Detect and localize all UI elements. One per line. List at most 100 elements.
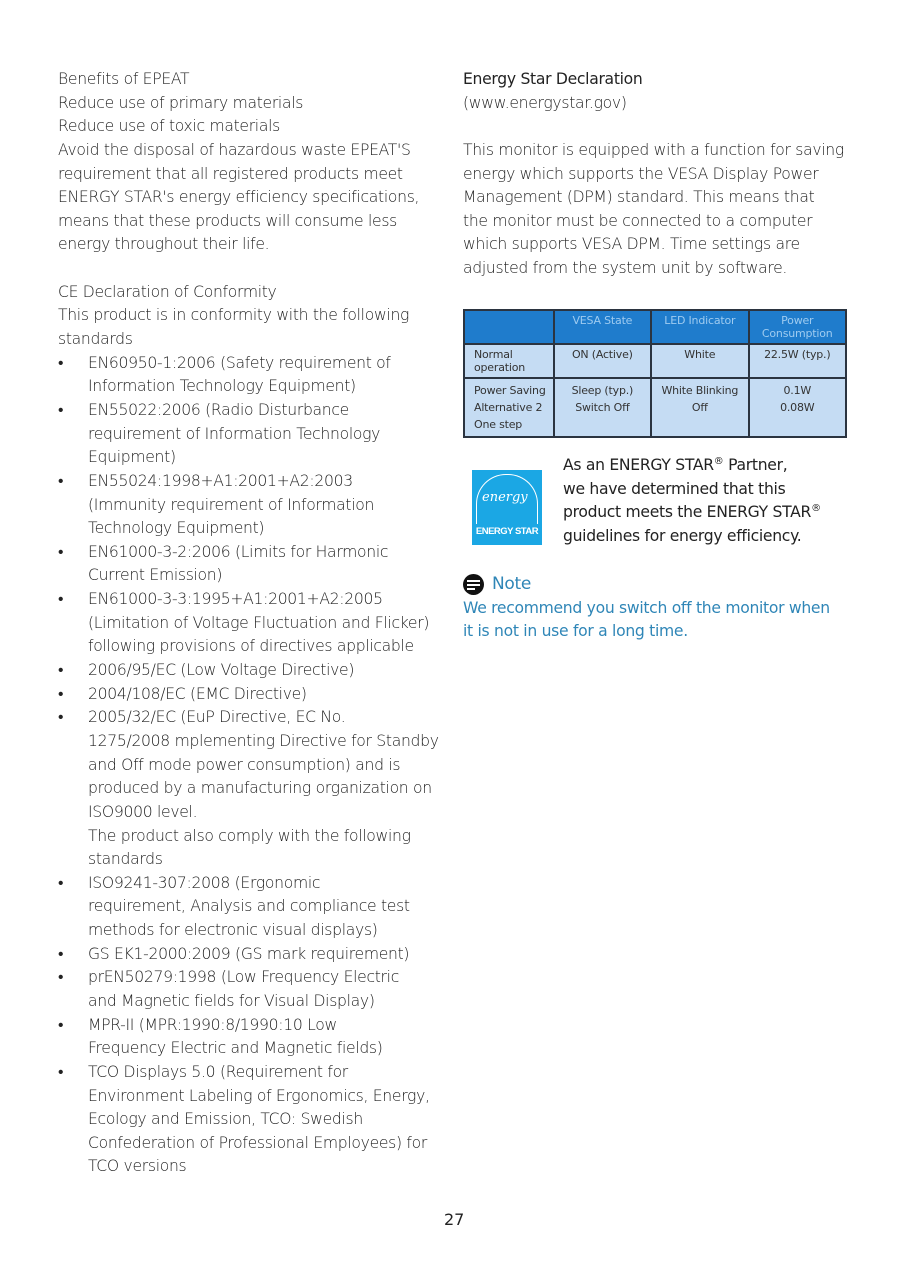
text-line: and Off mode power consumption) and is [88, 755, 401, 774]
es-line: product meets the ENERGY STAR [563, 503, 812, 522]
column-header: Power Consumption [747, 309, 848, 345]
table-row: Normal operation ON (Active) White 22.5W (t… [463, 343, 848, 379]
registered-mark: ® [811, 503, 821, 515]
energy-star-logo: energy ENERGY STAR [472, 470, 542, 545]
table-cell: ON (Active) [552, 343, 653, 379]
text-line: 2004/108/EC (EMC Directive) [88, 684, 307, 703]
list-item: • 2006/95/EC (Low Voltage Directive) [58, 659, 453, 683]
cell-line: Sleep (typ.) [571, 384, 634, 397]
text-line: Technology Equipment) [88, 519, 265, 538]
cell-line: Alternative 2 [474, 401, 543, 414]
note-icon [463, 574, 484, 596]
text-line: ISO9241-307:2008 (Ergonomic [88, 873, 321, 892]
table-cell: Normal operation [463, 343, 555, 379]
text-line: EN55024:1998+A1:2001+A2:2003 [88, 471, 353, 490]
list-item: • EN60950-1:2006 (Safety requirement of In… [58, 352, 453, 399]
es-line: As an ENERGY STAR [563, 456, 714, 474]
text-line: The product also comply with the followi… [88, 826, 411, 845]
es-line: Partner, [723, 456, 788, 474]
list-item: • TCO Displays 5.0 (Requirement for Enviro… [58, 1061, 453, 1179]
bullet-icon: • [58, 1062, 64, 1081]
text-line: requirement, Analysis and compliance tes… [88, 897, 410, 916]
text-line: EN61000-3-3:1995+A1:2001+A2:2005 [88, 590, 383, 609]
bullet-icon: • [58, 471, 64, 490]
list-item: • GS EK1-2000:2009 (GS mark requirement) [58, 943, 453, 967]
text-line: following provisions of directives appli… [88, 637, 414, 656]
text-line: EN61000-3-2:2006 (Limits for Harmonic [88, 542, 389, 561]
text-line: 2006/95/EC (Low Voltage Directive) [88, 661, 355, 680]
text-line: CE Declaration of Conformity [58, 282, 277, 301]
bullet-icon: • [58, 661, 64, 680]
cell-line: Off [691, 401, 708, 414]
table-cell: Sleep (typ.) Switch Off [552, 377, 653, 438]
cell-line: 0.08W [780, 401, 815, 414]
text-line: 2005/32/EC (EuP Directive, EC No. [88, 708, 346, 727]
column-header [463, 309, 555, 345]
energy-star-heading: Energy Star Declaration [463, 70, 643, 88]
energy-star-partner-text: As an ENERGY STAR ® Partner, we have dete… [563, 454, 821, 549]
bullet-icon: • [58, 1015, 64, 1034]
text-line: Environment Labeling of Ergonomics, Ener… [88, 1086, 430, 1105]
dpm-paragraph: This monitor is equipped with a function… [463, 139, 863, 281]
text-line: Management (DPM) standard. This means th… [463, 188, 815, 207]
power-table: VESA State LED Indicator Power Consumption… [463, 309, 848, 438]
es-line: guidelines for energy efficiency. [563, 526, 802, 545]
bullet-icon: • [58, 873, 64, 892]
note-title: Note [492, 574, 532, 594]
cell-line: Switch Off [575, 401, 630, 414]
list-item: • EN55024:1998+A1:2001+A2:2003 (Immunity r… [58, 470, 453, 541]
table-cell: White [650, 343, 750, 379]
right-column: Energy Star Declaration (www.energystar.… [463, 68, 863, 281]
text-line: This monitor is equipped with a function… [463, 140, 844, 159]
text-line: GS EK1-2000:2009 (GS mark requirement) [88, 944, 410, 963]
note-line: it is not in use for a long time. [463, 622, 688, 641]
text-line: Reduce use of primary materials [58, 93, 304, 112]
energy-star-logo-text: ENERGY STAR [475, 526, 539, 537]
es-line: we have determined that this [563, 479, 786, 498]
text-line: EN55022:2006 (Radio Disturbance [88, 400, 349, 419]
text-line: Equipment) [88, 448, 176, 467]
list-item: • MPR-II (MPR:1990:8/1990:10 Low Frequency… [58, 1014, 453, 1061]
bullet-icon: • [58, 353, 64, 372]
text-line: TCO Displays 5.0 (Requirement for [88, 1062, 348, 1081]
list-item: • EN61000-3-3:1995+A1:2001+A2:2005 (Limita… [58, 588, 453, 659]
text-line: produced by a manufacturing organization… [88, 779, 432, 798]
text-line: and Magnetic fields for Visual Display) [88, 991, 375, 1010]
list-item: • 2005/32/EC (EuP Directive, EC No. 1275/2… [58, 706, 453, 871]
text-line: standards [58, 330, 133, 349]
page-number: 27 [444, 1210, 465, 1229]
bullet-icon: • [58, 944, 64, 963]
text-line: Reduce use of toxic materials [58, 117, 280, 136]
text-line: Information Technology Equipment) [88, 377, 356, 396]
table-cell: 0.1W 0.08W [747, 377, 848, 438]
column-header: VESA State [552, 309, 653, 345]
table-cell: White Blinking Off [650, 377, 750, 438]
bullet-icon: • [58, 708, 64, 727]
text-line: the monitor must be connected to a compu… [463, 211, 813, 230]
text-line: ENERGY STAR's energy efficiency specific… [58, 188, 420, 207]
text-line: adjusted from the system unit by softwar… [463, 259, 788, 278]
standards-list: • EN60950-1:2006 (Safety requirement of In… [58, 352, 453, 1179]
cell-line: Power Saving [474, 384, 546, 397]
table-cell: Power Saving Alternative 2 One step [463, 377, 555, 438]
energy-star-url: (www.energystar.gov) [463, 93, 627, 112]
list-item: • 2004/108/EC (EMC Directive) [58, 683, 453, 707]
text-line: means that these products will consume l… [58, 211, 397, 230]
text-line: 1275/2008 mplementing Directive for Stan… [88, 731, 439, 750]
text-line: energy throughout their life. [58, 235, 270, 254]
table-header-row: VESA State LED Indicator Power Consumption [463, 309, 848, 345]
note-line: We recommend you switch off the monitor … [463, 598, 830, 617]
text-line: (Immunity requirement of Information [88, 495, 375, 514]
cell-line: 0.1W [783, 384, 812, 397]
table-row: Power Saving Alternative 2 One step Sleep (… [463, 377, 848, 438]
bullet-icon: • [58, 400, 64, 419]
table-cell: 22.5W (typ.) [747, 343, 848, 379]
cell-line: White Blinking [661, 384, 739, 397]
text-line: TCO versions [88, 1157, 187, 1176]
list-item: • ISO9241-307:2008 (Ergonomic requirement,… [58, 872, 453, 943]
text-line: standards [88, 850, 163, 869]
text-line: Current Emission) [88, 566, 223, 585]
text-line: EN60950-1:2006 (Safety requirement of [88, 353, 391, 372]
left-column: Benefits of EPEAT Reduce use of primary m… [58, 68, 453, 1179]
bullet-icon: • [58, 968, 64, 987]
